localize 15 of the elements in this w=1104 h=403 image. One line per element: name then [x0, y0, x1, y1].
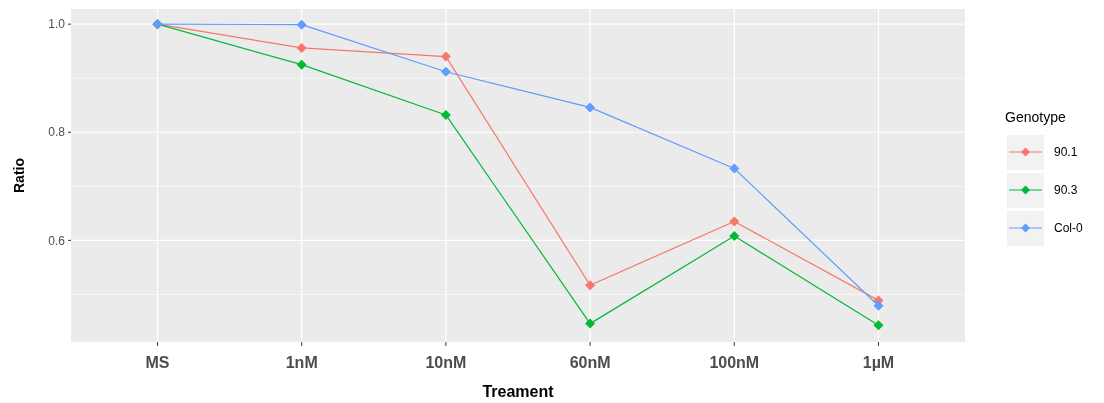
x-tick-label: 1nM — [285, 354, 318, 371]
x-tick-label: MS — [145, 354, 170, 371]
legend-label: Col-0 — [1054, 221, 1083, 236]
legend-title: Genotype — [1005, 109, 1066, 125]
y-tick-label: 1.0 — [48, 17, 66, 32]
y-axis-title: Ratio — [11, 158, 27, 193]
legend-label: 90.1 — [1054, 145, 1078, 160]
x-tick-label: 10nM — [425, 354, 467, 371]
legend-label: 90.3 — [1054, 183, 1078, 198]
x-tick-label: 60nM — [569, 354, 611, 371]
x-axis-title: Treament — [482, 383, 555, 400]
x-tick-label: 1µM — [862, 354, 895, 371]
x-tick-label: 100nM — [709, 354, 760, 371]
y-tick-label: 0.6 — [48, 233, 66, 248]
y-tick-label: 0.8 — [48, 125, 66, 140]
